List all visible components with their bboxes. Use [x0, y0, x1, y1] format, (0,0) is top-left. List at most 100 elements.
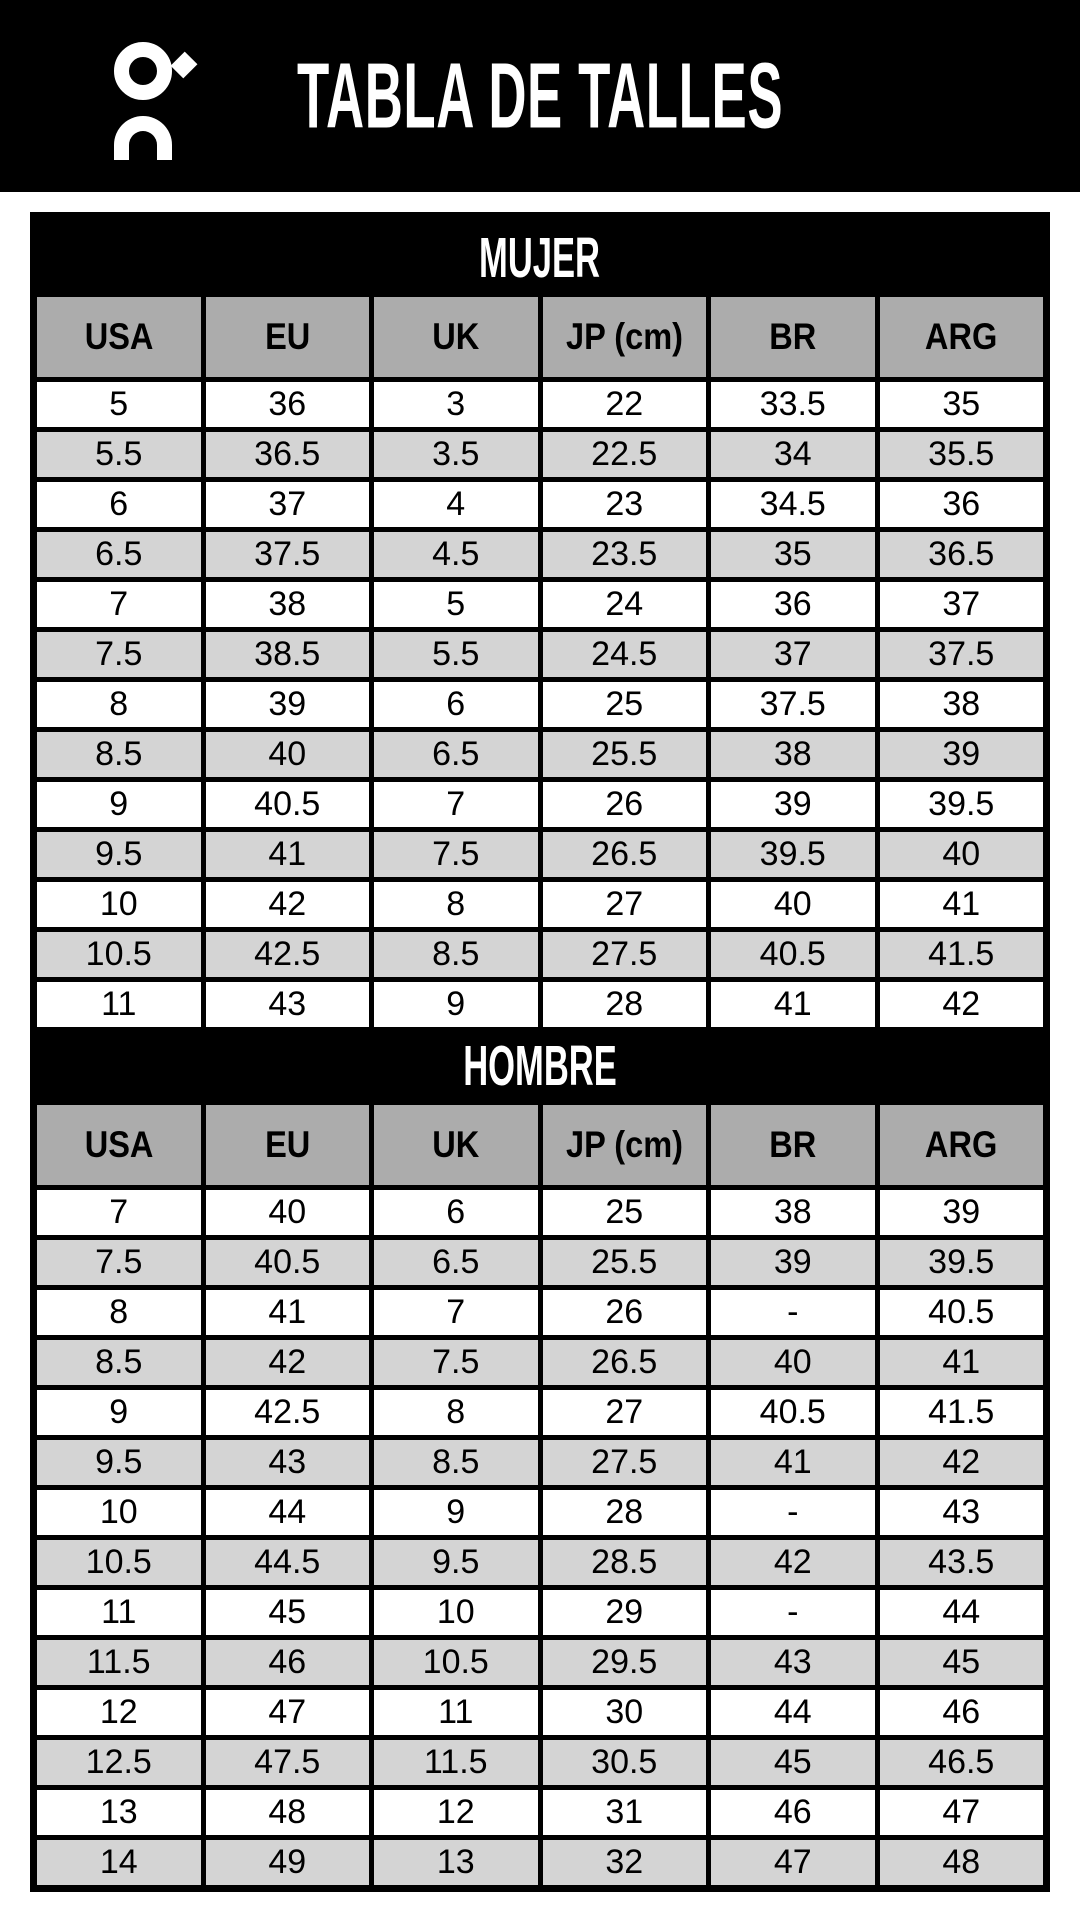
- table-cell: 7: [37, 1190, 201, 1235]
- table-cell: 35: [711, 532, 875, 577]
- table-cell: 40.5: [711, 932, 875, 977]
- table-cell: 33.5: [711, 382, 875, 427]
- column-header-br: BR: [711, 297, 875, 377]
- column-header-label: UK: [432, 316, 480, 357]
- table-cell: 46: [879, 1690, 1043, 1735]
- table-cell: 7.5: [37, 1240, 201, 1285]
- table-cell: 5: [374, 582, 538, 627]
- table-cell: 10.5: [374, 1640, 538, 1685]
- table-cell: 39: [879, 732, 1043, 777]
- table-cell: 37.5: [879, 632, 1043, 677]
- table-cell: 42.5: [205, 1390, 369, 1435]
- table-cell: 3: [374, 382, 538, 427]
- table-cell: 8: [374, 882, 538, 927]
- column-header-br: BR: [711, 1105, 875, 1185]
- table-cell: 30.5: [542, 1740, 706, 1785]
- table-cell: 41: [879, 882, 1043, 927]
- table-cell: -: [711, 1490, 875, 1535]
- table-cell: 27: [542, 882, 706, 927]
- table-cell: 23: [542, 482, 706, 527]
- table-cell: 36: [879, 482, 1043, 527]
- table-cell: 40.5: [711, 1390, 875, 1435]
- table-cell: 46.5: [879, 1740, 1043, 1785]
- table-cell: 7: [374, 1290, 538, 1335]
- table-cell: 42: [205, 882, 369, 927]
- table-cell: 38.5: [205, 632, 369, 677]
- column-header-label: USA: [84, 316, 154, 357]
- table-cell: 45: [711, 1740, 875, 1785]
- table-cell: 28.5: [542, 1540, 706, 1585]
- table-cell: 36.5: [879, 532, 1043, 577]
- table-cell: 9.5: [37, 1440, 201, 1485]
- table-cell: 29: [542, 1590, 706, 1635]
- table-cell: 10.5: [37, 1540, 201, 1585]
- table-cell: 39.5: [711, 832, 875, 877]
- table-cell: 8: [37, 1290, 201, 1335]
- table-cell: 41.5: [879, 1390, 1043, 1435]
- table-hombre: USA EU UK JP (cm) BR ARG 7 40 6 25 38 39 7.5 40.5 6.5 2…: [37, 1105, 1043, 1885]
- column-header-arg: ARG: [879, 1105, 1043, 1185]
- table-cell: 22: [542, 382, 706, 427]
- table-cell: 44: [205, 1490, 369, 1535]
- table-cell: 36: [205, 382, 369, 427]
- table-cell: 11: [37, 1590, 201, 1635]
- table-cell: 6.5: [37, 532, 201, 577]
- section-header-mujer: MUJER: [37, 219, 1043, 297]
- table-cell: 4: [374, 482, 538, 527]
- table-cell: 40.5: [205, 782, 369, 827]
- table-cell: 9: [374, 982, 538, 1027]
- table-cell: 12.5: [37, 1740, 201, 1785]
- on-logo-icon: [112, 32, 198, 160]
- table-cell: 40: [205, 1190, 369, 1235]
- table-cell: 8.5: [37, 1340, 201, 1385]
- column-header-label: ARG: [925, 1124, 998, 1165]
- table-cell: 8.5: [374, 1440, 538, 1485]
- table-cell: 5: [37, 382, 201, 427]
- table-cell: 10: [374, 1590, 538, 1635]
- table-cell: 7: [374, 782, 538, 827]
- table-cell: 43: [879, 1490, 1043, 1535]
- table-cell: 24: [542, 582, 706, 627]
- table-cell: 47.5: [205, 1740, 369, 1785]
- table-cell: 23.5: [542, 532, 706, 577]
- table-cell: 34.5: [711, 482, 875, 527]
- table-cell: 11: [374, 1690, 538, 1735]
- table-cell: 43.5: [879, 1540, 1043, 1585]
- table-cell: 47: [879, 1790, 1043, 1835]
- table-cell: 6.5: [374, 732, 538, 777]
- column-header-label: UK: [432, 1124, 480, 1165]
- table-cell: 6: [374, 1190, 538, 1235]
- table-cell: 42: [879, 1440, 1043, 1485]
- table-cell: 29.5: [542, 1640, 706, 1685]
- table-cell: 44: [711, 1690, 875, 1735]
- table-cell: 43: [205, 1440, 369, 1485]
- table-cell: 3.5: [374, 432, 538, 477]
- table-cell: 28: [542, 1490, 706, 1535]
- table-cell: 48: [205, 1790, 369, 1835]
- table-cell: 7: [37, 582, 201, 627]
- column-header-label: BR: [769, 316, 817, 357]
- table-cell: 26.5: [542, 832, 706, 877]
- table-cell: 41: [205, 1290, 369, 1335]
- table-cell: 41: [205, 832, 369, 877]
- table-cell: 40: [879, 832, 1043, 877]
- table-cell: 41.5: [879, 932, 1043, 977]
- table-cell: -: [711, 1290, 875, 1335]
- column-header-usa: USA: [37, 297, 201, 377]
- table-cell: 42: [879, 982, 1043, 1027]
- table-cell: 43: [711, 1640, 875, 1685]
- column-header-usa: USA: [37, 1105, 201, 1185]
- table-cell: 36.5: [205, 432, 369, 477]
- table-cell: 9.5: [37, 832, 201, 877]
- table-cell: 8: [37, 682, 201, 727]
- table-cell: 25.5: [542, 732, 706, 777]
- table-cell: 37: [879, 582, 1043, 627]
- table-cell: 12: [37, 1690, 201, 1735]
- column-header-eu: EU: [205, 297, 369, 377]
- table-cell: 34: [711, 432, 875, 477]
- table-cell: 32: [542, 1840, 706, 1885]
- table-cell: 35.5: [879, 432, 1043, 477]
- table-cell: 11.5: [374, 1740, 538, 1785]
- table-cell: 7.5: [374, 1340, 538, 1385]
- table-cell: 8: [374, 1390, 538, 1435]
